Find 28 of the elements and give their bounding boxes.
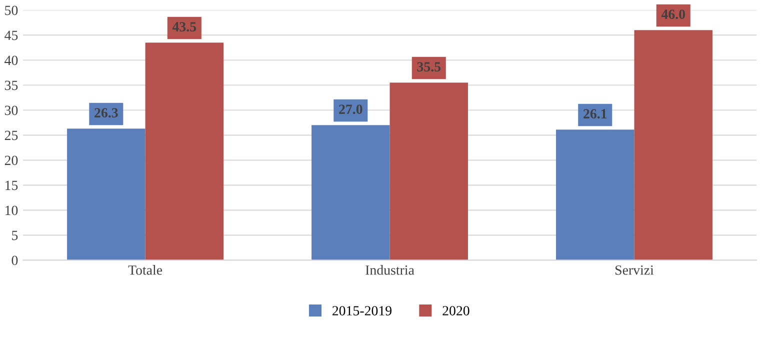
y-tick-label: 30	[4, 106, 18, 116]
legend-label: 2015-2019	[332, 306, 392, 316]
bar	[312, 125, 390, 260]
x-tick-label: Servizi	[616, 265, 654, 275]
bar	[67, 128, 146, 260]
y-tick-label: 0	[12, 256, 18, 266]
y-tick-label: 10	[6, 206, 18, 216]
data-label: 46.0	[661, 10, 685, 20]
bar	[556, 130, 634, 260]
y-tick-label: 15	[6, 180, 18, 190]
y-tick-label: 35	[4, 80, 18, 90]
bar	[634, 30, 712, 260]
y-tick-label: 40	[4, 56, 18, 66]
x-tick-label: Totale	[128, 265, 162, 275]
bar	[390, 82, 468, 260]
data-label: 26.3	[94, 108, 118, 118]
data-label: 27.0	[339, 104, 362, 114]
y-tick-label: 5	[12, 230, 18, 240]
data-label: 35.5	[417, 62, 441, 72]
y-tick-label: 45	[4, 30, 18, 40]
bar	[145, 42, 224, 260]
y-tick-label: 20	[4, 156, 18, 166]
data-label: 26.1	[584, 109, 607, 119]
legend-label: 2020	[442, 306, 470, 316]
y-tick-label: 25	[4, 130, 18, 140]
y-tick-label: 50	[5, 6, 18, 16]
x-tick-label: Industria	[366, 265, 414, 275]
data-label: 43.5	[172, 22, 196, 32]
